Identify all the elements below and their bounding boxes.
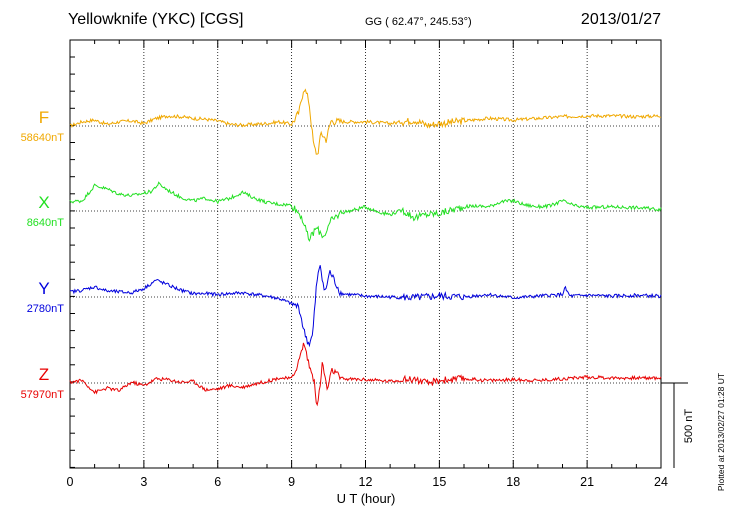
trace-f bbox=[69, 88, 661, 155]
x-tick-labels: 0 3 6 9 12 15 18 21 24 bbox=[67, 475, 668, 489]
series-labels: F 58640nT X 8640nT Y 2780nT Z 57970nT bbox=[21, 108, 65, 401]
series-label-f: F bbox=[39, 108, 49, 127]
station-title: Yellowknife (YKC) [CGS] bbox=[68, 11, 244, 28]
baselines bbox=[70, 125, 661, 384]
x-tick-label: 3 bbox=[140, 475, 147, 489]
x-axis-label: U T (hour) bbox=[336, 491, 396, 506]
baseline-value-z: 57970nT bbox=[21, 389, 65, 401]
series-label-x: X bbox=[38, 193, 49, 212]
scale-bar-label: 500 nT bbox=[683, 409, 695, 444]
plot-date: 2013/01/27 bbox=[580, 11, 661, 28]
station-coordinates: GG ( 62.47°, 245.53°) bbox=[365, 16, 472, 28]
baseline-value-f: 58640nT bbox=[21, 132, 65, 144]
plotted-timestamp: Plotted at 2013/02/27 01:28 UT bbox=[716, 372, 726, 492]
series-label-z: Z bbox=[39, 365, 49, 384]
x-tick-label: 12 bbox=[359, 475, 373, 489]
x-tick-label: 21 bbox=[580, 475, 594, 489]
x-tick-label: 9 bbox=[288, 475, 295, 489]
vertical-grid bbox=[143, 40, 588, 468]
baseline-value-y: 2780nT bbox=[27, 303, 65, 315]
series-label-y: Y bbox=[38, 279, 49, 298]
x-tick-label: 15 bbox=[432, 475, 446, 489]
axis-ticks bbox=[69, 40, 662, 468]
x-tick-label: 18 bbox=[506, 475, 520, 489]
traces bbox=[69, 88, 662, 407]
trace-z bbox=[69, 342, 662, 407]
x-tick-label: 6 bbox=[214, 475, 221, 489]
baseline-value-x: 8640nT bbox=[27, 217, 65, 229]
trace-x bbox=[69, 181, 662, 242]
x-tick-label: 0 bbox=[67, 475, 74, 489]
trace-y bbox=[69, 265, 662, 348]
x-tick-label: 24 bbox=[654, 475, 668, 489]
scale-bar: 500 nT bbox=[661, 382, 695, 468]
